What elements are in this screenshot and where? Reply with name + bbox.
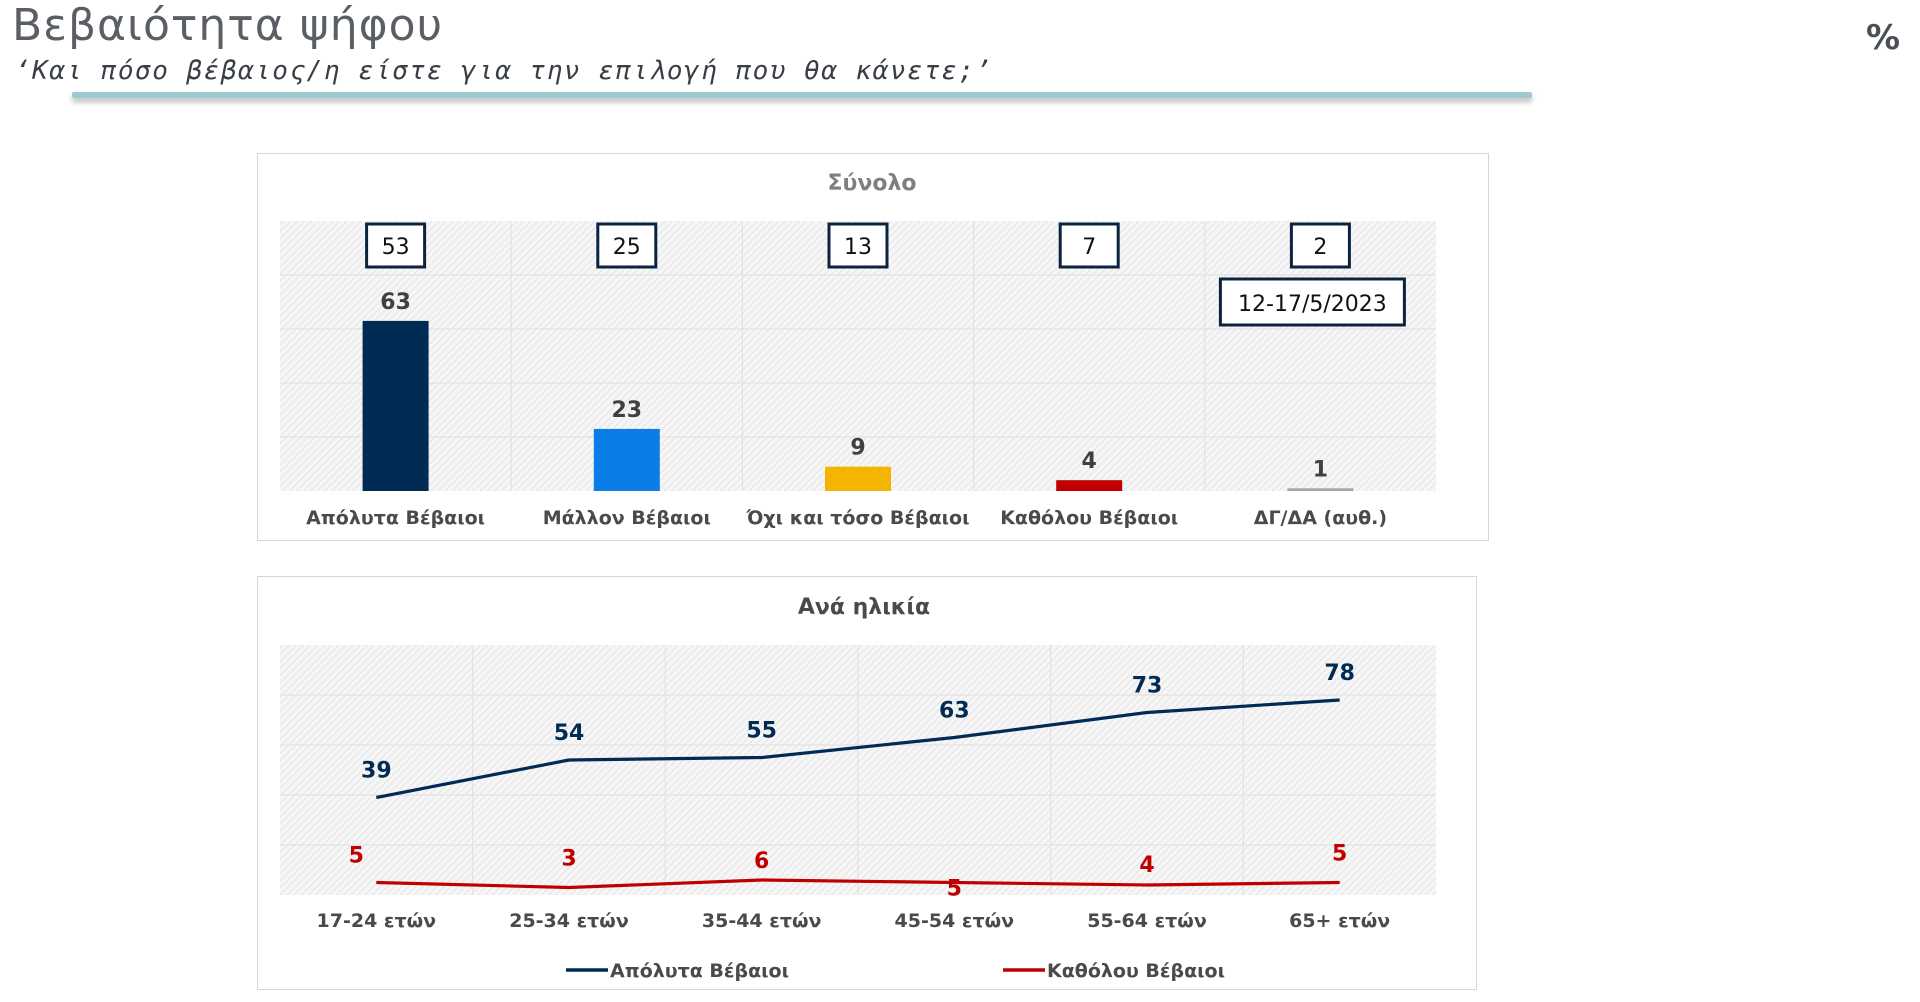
data-label: 4 bbox=[1139, 853, 1154, 878]
total-chart-panel: Σύνολο 63 53 Απόλυτα Βέβαιοι 23 25 Μάλλον Βέβα… bbox=[257, 153, 1489, 541]
legend-label: Απόλυτα Βέβαιοι bbox=[610, 960, 789, 982]
bar-1 bbox=[362, 320, 429, 491]
category-label: 45-54 ετών bbox=[895, 910, 1015, 932]
data-label: 5 bbox=[947, 877, 962, 902]
bar-5 bbox=[1287, 488, 1354, 491]
previous-value-label: 2 bbox=[1313, 235, 1327, 260]
data-label: 55 bbox=[746, 719, 777, 744]
chart-title: Σύνολο bbox=[827, 171, 916, 196]
previous-value-label: 13 bbox=[844, 235, 872, 260]
bar-2 bbox=[593, 428, 660, 491]
previous-value-box bbox=[1289, 222, 1351, 269]
category-label: 35-44 ετών bbox=[702, 910, 822, 932]
data-label: 73 bbox=[1132, 674, 1163, 699]
data-label: 6 bbox=[754, 849, 769, 874]
previous-value-label: 53 bbox=[382, 235, 410, 260]
chart-title: Ανά ηλικία bbox=[798, 595, 930, 620]
data-label: 54 bbox=[554, 721, 585, 746]
category-label: ΔΓ/ΔΑ (αυθ.) bbox=[1254, 507, 1387, 529]
previous-value-box bbox=[827, 222, 889, 269]
series-line-2 bbox=[376, 878, 1340, 890]
comparison-date-box bbox=[1218, 277, 1406, 327]
bar-3 bbox=[825, 466, 891, 491]
data-label: 3 bbox=[561, 847, 576, 872]
category-label: Απόλυτα Βέβαιοι bbox=[306, 507, 485, 529]
category-label: 55-64 ετών bbox=[1087, 910, 1207, 932]
data-label: 78 bbox=[1324, 661, 1355, 686]
comparison-date-label: 12-17/5/2023 bbox=[1238, 292, 1387, 317]
series-line-1 bbox=[375, 698, 1340, 800]
previous-value-label: 25 bbox=[613, 235, 641, 260]
previous-value-label: 7 bbox=[1082, 235, 1096, 260]
bar-value-label: 1 bbox=[1313, 457, 1328, 482]
previous-value-box bbox=[365, 222, 427, 269]
page-subtitle: ‘Και πόσο βέβαιος/η είστε για την επιλογ… bbox=[15, 56, 993, 86]
bar-4 bbox=[1056, 480, 1123, 491]
category-label: Μάλλον Βέβαιοι bbox=[543, 507, 711, 529]
bar-value-label: 63 bbox=[380, 290, 411, 315]
category-label: Καθόλου Βέβαιοι bbox=[1000, 507, 1178, 529]
legend-label: Καθόλου Βέβαιοι bbox=[1047, 960, 1225, 982]
page-title: Βεβαιότητα ψήφου bbox=[12, 0, 444, 51]
total-bar-chart: Σύνολο 63 53 Απόλυτα Βέβαιοι 23 25 Μάλλον Βέβα… bbox=[280, 171, 1436, 529]
age-chart-panel: Ανά ηλικία 39 54 55 63 73 78 5 3 6 5 4 5 17-24 ετών 25… bbox=[257, 576, 1477, 990]
title-underline bbox=[72, 92, 1532, 98]
data-label: 39 bbox=[361, 759, 392, 784]
bar-value-label: 9 bbox=[850, 436, 865, 461]
category-label: 17-24 ετών bbox=[317, 910, 437, 932]
previous-value-box bbox=[596, 222, 658, 269]
category-label: Όχι και τόσο Βέβαιοι bbox=[746, 507, 970, 529]
percent-sign: % bbox=[1866, 18, 1901, 58]
bar-value-label: 23 bbox=[611, 398, 642, 423]
data-label: 63 bbox=[939, 699, 970, 724]
previous-value-box bbox=[1058, 222, 1120, 269]
data-label: 5 bbox=[1332, 842, 1347, 867]
category-label: 65+ ετών bbox=[1289, 910, 1390, 932]
bar-value-label: 4 bbox=[1082, 449, 1097, 474]
category-label: 25-34 ετών bbox=[509, 910, 629, 932]
data-label: 5 bbox=[349, 844, 364, 869]
